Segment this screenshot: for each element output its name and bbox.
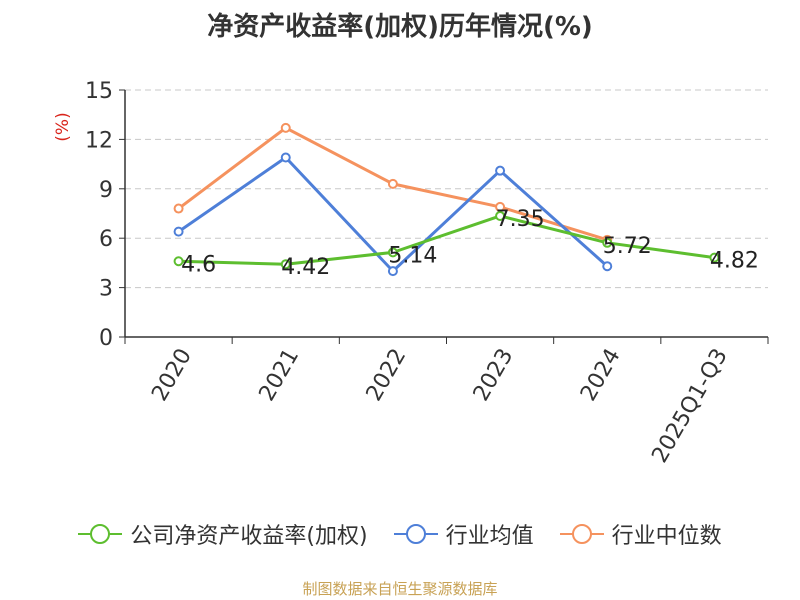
- y-tick-label-9: 9: [99, 178, 113, 203]
- y-tick-label-0: 0: [99, 326, 113, 351]
- series-line-0: [178, 214, 715, 266]
- data-point-1-2: [387, 266, 398, 277]
- data-label-5: 4.82: [710, 249, 759, 274]
- data-point-0-4: [602, 237, 613, 248]
- x-tick-label-2021: 2021: [254, 345, 304, 406]
- legend-marker-icon: [393, 524, 438, 544]
- legend-item-2[interactable]: 行业中位数: [559, 518, 722, 550]
- data-point-0-1: [280, 259, 291, 270]
- legend-label: 公司净资产收益率(加权): [130, 524, 368, 549]
- data-point-0-3: [495, 210, 506, 221]
- y-tick-label-3: 3: [99, 277, 113, 302]
- data-point-0-0: [173, 256, 184, 267]
- data-point-1-0: [173, 226, 184, 237]
- legend-marker-icon: [559, 524, 604, 544]
- legend-item-1[interactable]: 行业均值: [393, 518, 534, 550]
- x-tick-label-2025Q1-Q3: 2025Q1-Q3: [647, 345, 732, 468]
- chart-title: 净资产收益率(加权)历年情况(%): [207, 12, 593, 42]
- source-note: 制图数据来自恒生聚源数据库: [302, 580, 498, 598]
- x-tick-label-2023: 2023: [469, 345, 519, 406]
- data-point-0-5: [709, 252, 720, 263]
- data-labels: 4.6 4.42 5.14 7.35 5.72 4.82: [181, 207, 759, 280]
- data-point-1-4: [602, 261, 613, 272]
- data-point-2-0: [173, 203, 184, 214]
- y-tick-label-6: 6: [99, 227, 113, 252]
- data-label-3: 7.35: [496, 207, 545, 232]
- legend-label: 行业均值: [445, 524, 534, 549]
- x-tick-label-2020: 2020: [147, 345, 197, 406]
- x-tick-label-2024: 2024: [576, 345, 626, 406]
- y-tick-label-12: 12: [85, 128, 113, 153]
- data-point-1-1: [280, 152, 291, 163]
- data-point-2-2: [387, 178, 398, 189]
- axes: 0 3 6 9 12 15 (%) 2020 2021 2022 2023 2024 2025Q1-Q3: [53, 79, 769, 468]
- data-label-0: 4.6: [181, 252, 216, 277]
- gridlines: [125, 89, 768, 289]
- y-tick-label-15: 15: [85, 79, 113, 104]
- x-tick-label-2022: 2022: [362, 345, 412, 406]
- legend-item-0[interactable]: 公司净资产收益率(加权): [78, 518, 368, 550]
- y-axis-unit-label: (%): [53, 112, 73, 141]
- data-point-2-3: [495, 201, 506, 212]
- legend: 公司净资产收益率(加权) 行业均值 行业中位数: [0, 518, 800, 550]
- legend-marker-icon: [78, 524, 123, 544]
- data-label-4: 5.72: [603, 234, 652, 259]
- series-lines: [173, 122, 720, 277]
- data-point-2-1: [280, 122, 291, 133]
- data-point-1-3: [495, 165, 506, 176]
- data-label-2: 5.14: [388, 243, 437, 268]
- data-label-1: 4.42: [281, 255, 330, 280]
- data-point-0-2: [387, 247, 398, 258]
- legend-label: 行业中位数: [611, 524, 722, 549]
